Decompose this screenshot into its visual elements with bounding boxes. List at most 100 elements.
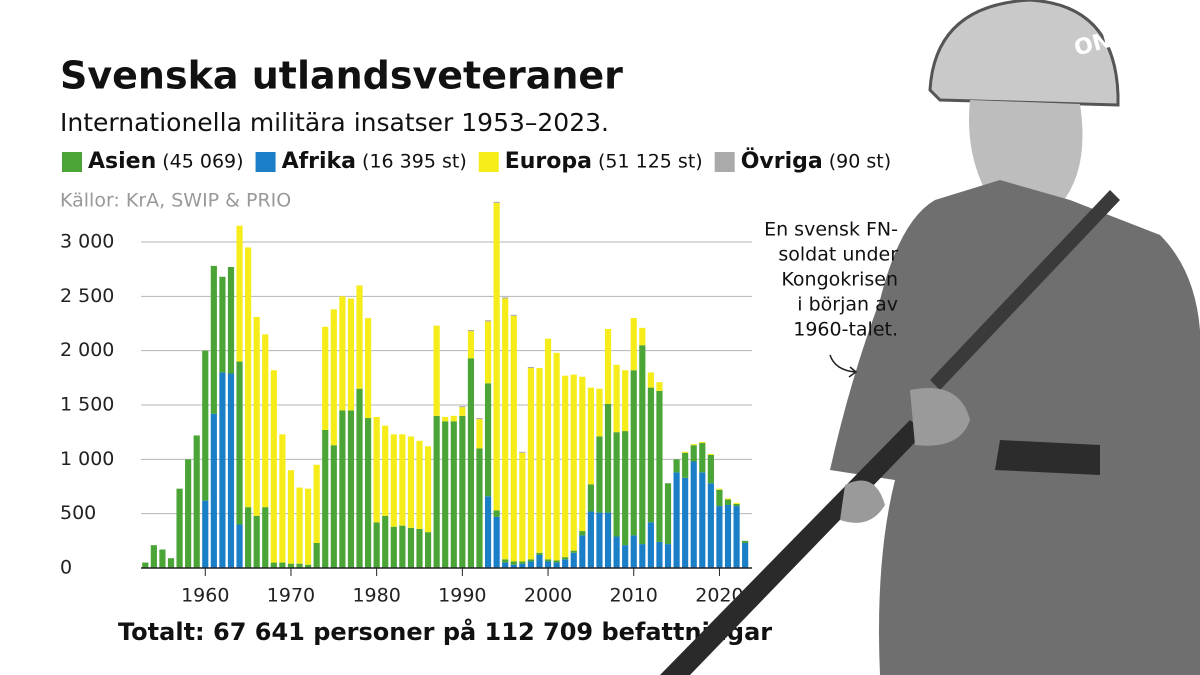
bar-segment [656, 382, 663, 391]
legend-swatch [255, 152, 276, 172]
bar-segment [707, 453, 714, 455]
bar-segment [673, 472, 680, 568]
bar-segment [536, 552, 543, 555]
bar-segment [664, 483, 672, 545]
hand [840, 480, 885, 523]
bar-segment [647, 522, 654, 568]
source: Källor: KrA, SWIP & PRIO [60, 190, 291, 212]
bar-segment [313, 543, 320, 568]
bar-segment [399, 434, 406, 526]
bar-segment [699, 441, 706, 444]
bar-segment [639, 327, 646, 346]
legend-label: Europa [505, 149, 592, 174]
bar-segment [245, 247, 252, 508]
bar-segment [176, 488, 183, 568]
bar-segment [742, 543, 749, 568]
bar-segment [690, 444, 697, 446]
bar-segment [262, 334, 269, 508]
bar-segment [502, 298, 509, 560]
bar-segment [287, 470, 295, 564]
bar-segment [510, 315, 517, 562]
bar-segment [407, 527, 415, 568]
bar-segment [553, 560, 560, 563]
bar-segment [562, 557, 569, 560]
bar-segment [227, 266, 235, 374]
x-tick-label: 1960 [181, 585, 229, 607]
chart-subtitle: Internationella militära insatser 1953–2… [60, 108, 609, 137]
bar-segment [305, 488, 312, 565]
bar-segment [416, 528, 423, 568]
bar-segment [553, 562, 560, 568]
annotation: En svensk FN- [764, 219, 898, 241]
bar-segment [596, 436, 603, 513]
bar-segment [613, 432, 620, 537]
bar-segment [527, 559, 534, 562]
bar-segment [459, 415, 466, 568]
bar-segment [476, 419, 483, 449]
bar-segment [356, 388, 363, 568]
bar-segment [159, 549, 166, 568]
bar-segment [287, 563, 295, 568]
bar-segment [544, 559, 552, 562]
strap [930, 190, 1120, 390]
bar-segment [656, 541, 663, 568]
bar-segment [150, 545, 157, 568]
bar-segment [236, 361, 243, 525]
bar-segment [639, 345, 646, 545]
bar-segment [527, 561, 534, 568]
bar-segment [716, 489, 723, 507]
bar-segment [493, 202, 500, 511]
bar-segment [510, 564, 517, 568]
legend-swatch [62, 152, 82, 172]
bar-segment [202, 500, 209, 568]
bar-segment [450, 421, 457, 568]
bar-segment [510, 314, 517, 316]
bar-segment [467, 331, 475, 359]
x-tick-label: 2010 [610, 585, 658, 607]
bar-segment [596, 512, 603, 568]
bar-segment [544, 561, 552, 568]
legend-label: Afrika [282, 149, 356, 174]
y-tick-label: 2 500 [60, 285, 114, 307]
bar-segment [724, 499, 732, 505]
bar-segment [142, 562, 149, 568]
bar-segment [467, 358, 475, 568]
chart-layer: Svenska utlandsveteraner Internationella… [60, 54, 891, 647]
bar-segment [596, 388, 603, 437]
bar-segment [373, 416, 380, 523]
bar-segment [339, 296, 346, 411]
bar-segment [484, 383, 492, 497]
y-tick-label: 1 000 [60, 448, 114, 470]
bar-segment [724, 504, 732, 568]
bar-segment [716, 506, 723, 568]
bar-segment [604, 512, 612, 568]
bar-segment [587, 484, 594, 512]
bar-segment [493, 510, 500, 517]
bar-segment [613, 536, 620, 568]
bar-segment [587, 387, 594, 485]
footer: Totalt: 67 641 personer på 112 709 befat… [118, 617, 772, 646]
bar-segment [296, 487, 303, 564]
legend-note: (90 st) [829, 151, 891, 173]
bar-segment [544, 338, 552, 560]
bar-segment [365, 318, 372, 419]
bar-segment [639, 544, 646, 568]
bar-segment [424, 446, 432, 533]
bar-segment [579, 376, 586, 532]
soldier-photo: ONU [660, 0, 1200, 675]
annotation: i början av [797, 294, 898, 316]
bar-segment [536, 554, 543, 568]
y-tick-label: 0 [60, 557, 72, 579]
bar-segment [699, 472, 706, 568]
bar-segment [442, 416, 449, 422]
legend-note: (51 125 st) [598, 151, 703, 173]
bar-segment [373, 522, 380, 568]
bar-segment [562, 375, 569, 558]
annotation: soldat under [778, 244, 898, 266]
bar-segment [673, 459, 680, 473]
bar-segment [185, 459, 192, 568]
bar-segment [562, 559, 569, 568]
annotation: 1960-talet. [793, 319, 898, 341]
bar-segment [519, 561, 526, 564]
bar-segment [219, 276, 226, 373]
